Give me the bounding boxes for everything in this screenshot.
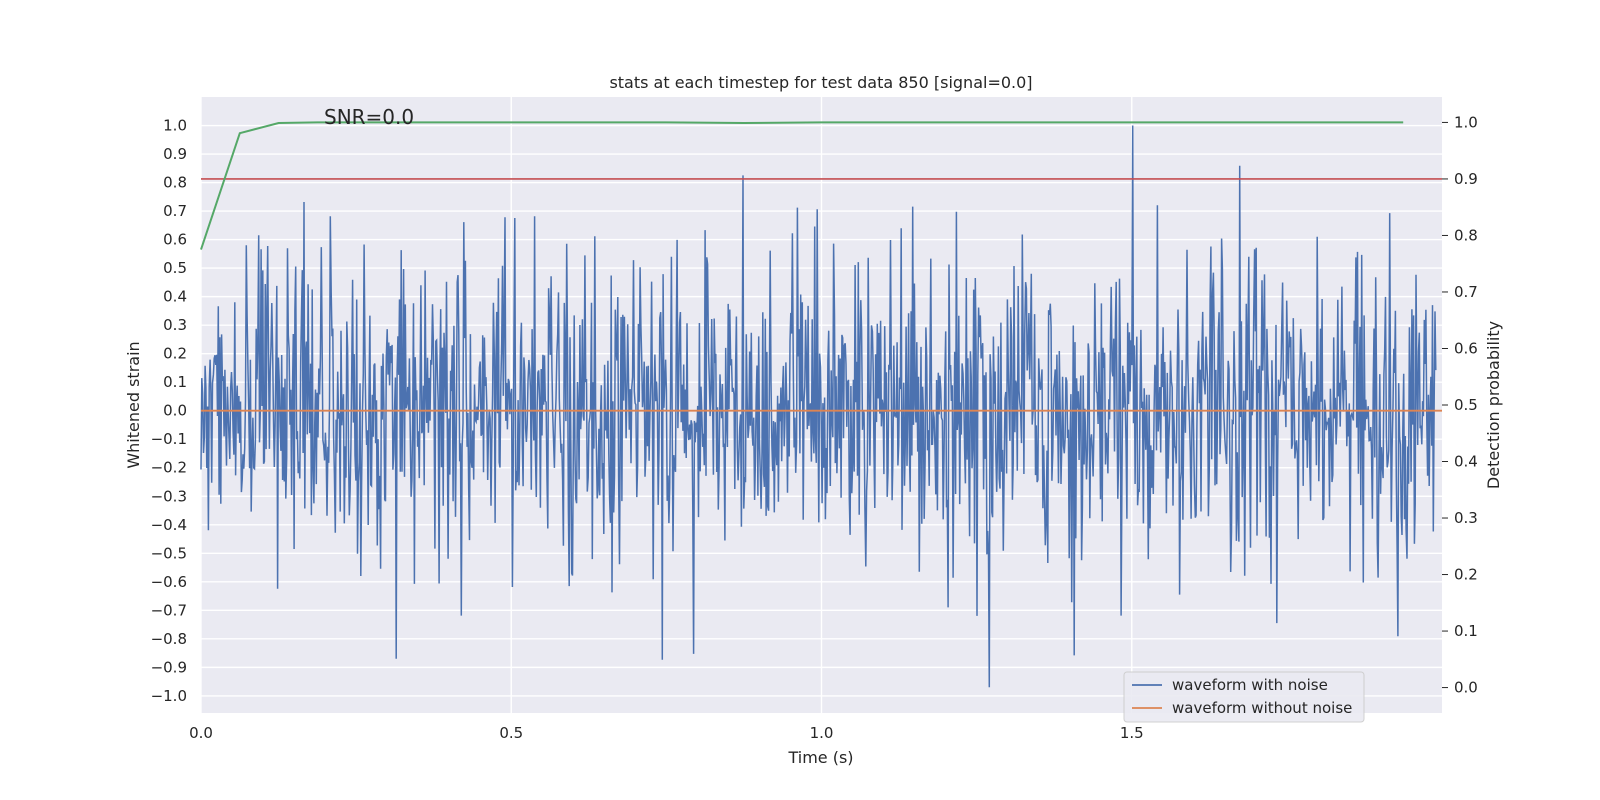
- y-tick-label: −0.9: [151, 658, 187, 676]
- y-tick-label: 0.2: [163, 345, 187, 363]
- y2-tick-label: 0.3: [1454, 509, 1478, 527]
- y2-tick-label: 0.7: [1454, 283, 1478, 301]
- series-layer: [200, 121, 1442, 688]
- y2-tick-label: 0.6: [1454, 339, 1478, 357]
- x-tick-label: 0.5: [499, 724, 523, 742]
- y-tick-label: −0.1: [151, 430, 187, 448]
- y2-tick-label: 0.4: [1454, 453, 1478, 471]
- y-tick-label: −0.2: [151, 459, 187, 477]
- y-tick-label: 0.8: [163, 174, 187, 192]
- y-tick-label: 0.7: [163, 202, 187, 220]
- y-tick-label: −0.7: [151, 601, 187, 619]
- series-detection-probability: [200, 121, 1404, 250]
- y-tick-label: −0.8: [151, 630, 187, 648]
- y-tick-label: −0.3: [151, 487, 187, 505]
- y-tick-label: 1.0: [163, 117, 187, 135]
- y-tick-label: 0.6: [163, 231, 187, 249]
- legend-label-waveform-without-noise: waveform without noise: [1172, 699, 1352, 717]
- y-axis-label: Whitened strain: [124, 341, 143, 468]
- y2-tick-label: 0.5: [1454, 396, 1478, 414]
- x-tick-label: 1.5: [1120, 724, 1144, 742]
- y2-tick-label: 0.9: [1454, 170, 1478, 188]
- snr-annotation: SNR=0.0: [324, 105, 414, 129]
- x-axis-label: Time (s): [787, 748, 853, 767]
- y-tick-label: 0.3: [163, 316, 187, 334]
- y2-tick-label: 1.0: [1454, 113, 1478, 131]
- x-tick-label: 0.0: [189, 724, 213, 742]
- x-tick-label: 1.0: [810, 724, 834, 742]
- y2-tick-label: 0.1: [1454, 622, 1478, 640]
- legend: waveform with noise waveform without noi…: [1123, 671, 1365, 723]
- y-tick-label: 0.4: [163, 288, 187, 306]
- ticks: 0.0 0.5 1.0 1.5 1.0 0.9 0.8 0.7 0.6 0.5 0.4 0.3 0.2 0…: [151, 113, 1478, 742]
- y-tick-label: −0.4: [151, 516, 187, 534]
- y-tick-label: 0.1: [163, 373, 187, 391]
- y2-axis-label: Detection probability: [1484, 321, 1503, 489]
- chart-title: stats at each timestep for test data 850…: [609, 73, 1032, 92]
- y-tick-label: 0.0: [163, 402, 187, 420]
- y-tick-label: 0.5: [163, 259, 187, 277]
- legend-label-waveform-with-noise: waveform with noise: [1172, 676, 1328, 694]
- y2-tick-label: 0.8: [1454, 226, 1478, 244]
- y-tick-label: −1.0: [151, 687, 187, 705]
- y2-tick-label: 0.2: [1454, 566, 1478, 584]
- series-waveform-with-noise: [200, 125, 1437, 688]
- y-tick-label: 0.9: [163, 145, 187, 163]
- legend-box: [1123, 671, 1365, 723]
- y2-tick-label: 0.0: [1454, 679, 1478, 697]
- y-tick-label: −0.6: [151, 573, 187, 591]
- y-tick-label: −0.5: [151, 544, 187, 562]
